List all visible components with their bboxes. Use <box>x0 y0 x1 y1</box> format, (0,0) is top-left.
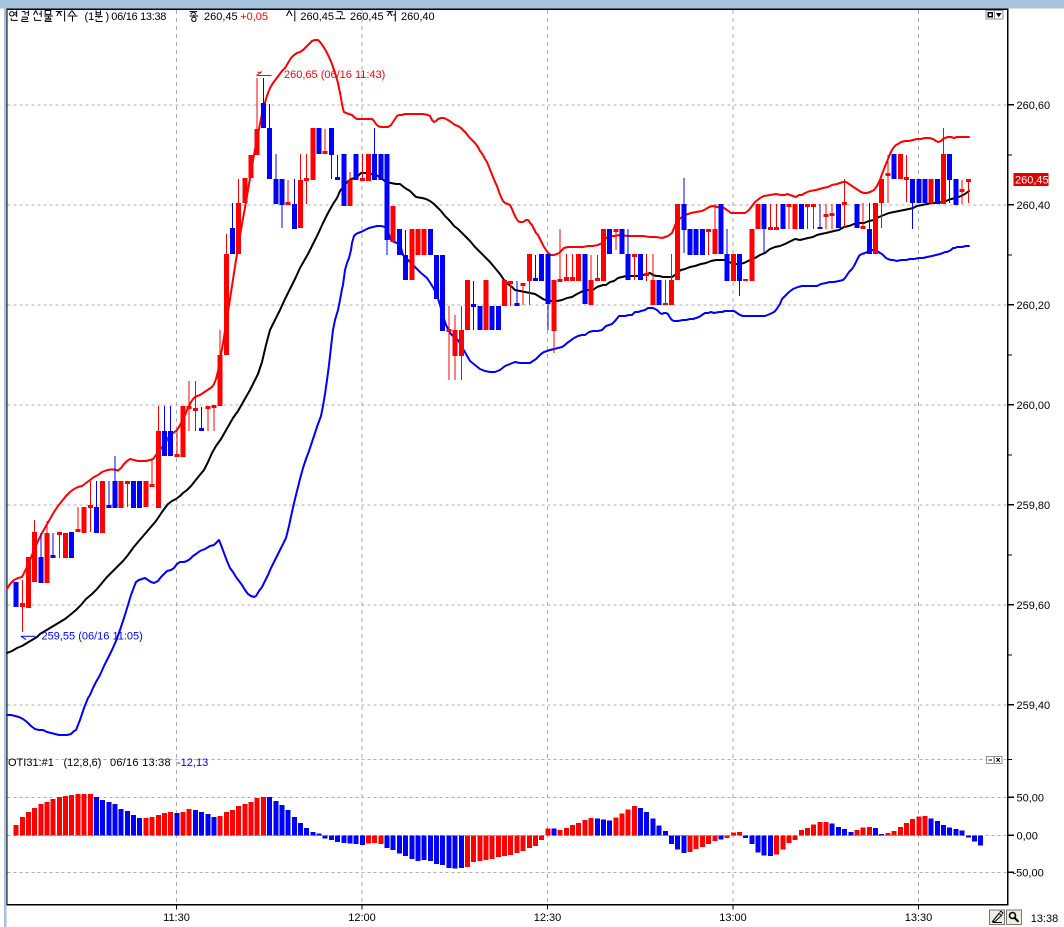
svg-text:): ) <box>106 11 110 23</box>
svg-text:260,45: 260,45 <box>1015 175 1049 187</box>
svg-text:260,00: 260,00 <box>1017 400 1051 412</box>
svg-text:260,20: 260,20 <box>1017 300 1051 312</box>
svg-text:259,55 (06/16 11:05): 259,55 (06/16 11:05) <box>42 631 143 643</box>
svg-text:06/16 13:38: 06/16 13:38 <box>110 757 171 769</box>
svg-text:-12,13: -12,13 <box>177 757 208 769</box>
svg-text:259,80: 259,80 <box>1017 500 1051 512</box>
svg-text:260,45: 260,45 <box>350 11 384 23</box>
svg-text:(12,8,6): (12,8,6) <box>64 757 102 769</box>
svg-text:06/16 13:38: 06/16 13:38 <box>111 11 166 23</box>
svg-text:50,00: 50,00 <box>1017 793 1045 805</box>
svg-text:260,45: 260,45 <box>204 11 238 23</box>
svg-text:259,60: 259,60 <box>1017 600 1051 612</box>
svg-text:260,40: 260,40 <box>401 11 435 23</box>
svg-text:13:30: 13:30 <box>905 912 933 924</box>
svg-text:(1: (1 <box>85 11 95 23</box>
svg-text:260,40: 260,40 <box>1017 200 1051 212</box>
svg-text:OTI31:#1: OTI31:#1 <box>8 757 54 769</box>
svg-text:260,65 (06/16 11:43): 260,65 (06/16 11:43) <box>284 69 385 81</box>
svg-text:11:30: 11:30 <box>163 912 190 924</box>
svg-text:12:30: 12:30 <box>534 912 562 924</box>
svg-text:0,00: 0,00 <box>1017 830 1038 842</box>
svg-text:-50,00: -50,00 <box>1013 868 1044 880</box>
svg-text:259,40: 259,40 <box>1017 700 1051 712</box>
svg-text:+0,05: +0,05 <box>240 11 268 23</box>
svg-text:260,45: 260,45 <box>300 11 334 23</box>
svg-text:12:00: 12:00 <box>348 912 376 924</box>
svg-text:260,60: 260,60 <box>1017 100 1051 112</box>
svg-text:13:00: 13:00 <box>719 912 747 924</box>
svg-text:13:38: 13:38 <box>1031 913 1059 925</box>
